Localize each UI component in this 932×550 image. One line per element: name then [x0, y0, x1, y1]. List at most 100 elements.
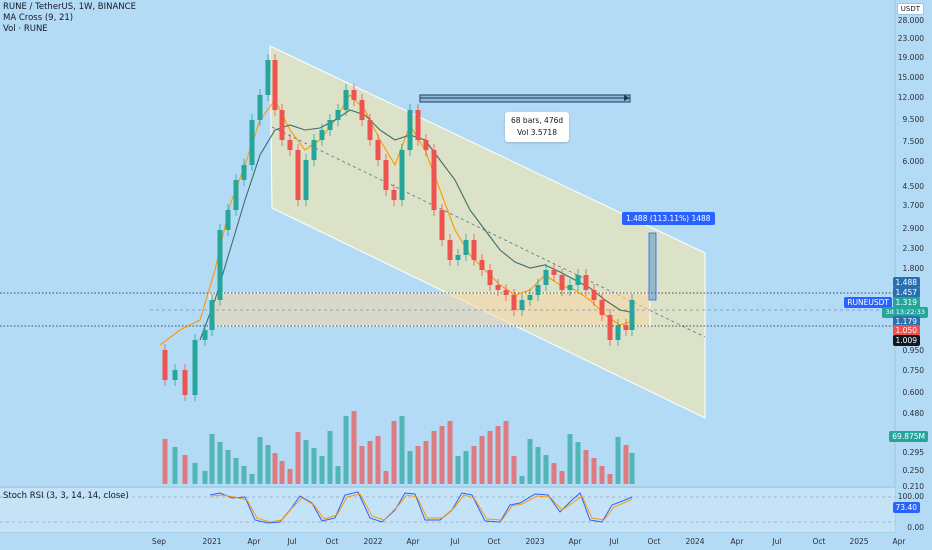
time-axis-label: 2023 — [525, 537, 545, 546]
channel-midline — [271, 126, 706, 338]
ma-fast-line — [159, 94, 631, 346]
candle-body — [447, 240, 453, 260]
last-price-tag: 1.319 — [892, 297, 920, 308]
candle-body — [241, 165, 247, 180]
volume-bar — [287, 469, 293, 484]
candle-body — [399, 150, 405, 200]
candle-body — [543, 270, 549, 285]
time-axis-label: Apr — [406, 537, 420, 546]
volume-bar — [367, 441, 373, 484]
currency-button[interactable]: USDT — [896, 3, 924, 15]
volume-bar — [615, 437, 621, 484]
price-axis-label: 15.000 — [897, 73, 924, 82]
volume-bar — [543, 455, 549, 484]
volume-bar — [583, 450, 589, 484]
price-axis-label: 12.000 — [897, 93, 924, 102]
volume-bar — [303, 440, 309, 484]
price-axis-label: 4.500 — [902, 182, 924, 191]
candle-body — [471, 240, 477, 260]
candle-body — [367, 120, 373, 140]
symbol-legend[interactable]: RUNE / TetherUS, 1W, BINANCE — [3, 2, 136, 12]
candle-body — [551, 270, 557, 275]
time-axis-label: 2024 — [685, 537, 705, 546]
projection-range[interactable] — [648, 232, 657, 301]
ma-legend[interactable]: MA Cross (9, 21) — [3, 13, 74, 23]
candle-body — [455, 255, 461, 260]
price-axis-label: 2.900 — [902, 224, 924, 233]
candle-body — [487, 270, 493, 285]
candle-body — [495, 285, 501, 290]
candle-body — [479, 260, 485, 270]
candle-body — [375, 140, 381, 160]
volume-bar — [319, 456, 325, 484]
stoch-d-line — [211, 493, 633, 523]
volume-bar — [623, 445, 629, 484]
volume-legend[interactable]: Vol · RUNE — [3, 24, 48, 34]
stoch-legend[interactable]: Stoch RSI (3, 3, 14, 14, close) — [3, 491, 129, 501]
price-tag-1457: 1.457 — [892, 287, 920, 298]
candle-body — [287, 140, 293, 150]
volume-bar — [415, 446, 421, 484]
time-axis-label: Oct — [325, 537, 339, 546]
volume-bar — [399, 416, 405, 484]
volume-bar — [209, 434, 215, 484]
price-axis-label: 0.600 — [902, 388, 924, 397]
candle-body — [615, 325, 621, 340]
candle-body — [391, 190, 397, 200]
candle-body — [217, 230, 223, 300]
volume-bar — [241, 466, 247, 484]
measure-vol-text: Vol 3.5718 — [517, 128, 557, 137]
volume-bar — [527, 439, 533, 484]
time-axis-label: Apr — [730, 537, 744, 546]
candle-body — [575, 275, 581, 285]
price-axis-label: 0.250 — [902, 466, 924, 475]
candle-body — [583, 275, 589, 290]
price-axis-label: 19.000 — [897, 53, 924, 62]
time-axis-label: 2021 — [202, 537, 222, 546]
time-axis-label: Sep — [151, 537, 167, 546]
price-axis-label: 3.700 — [902, 201, 924, 210]
range-projection-label: 1.488 (113.11%) 1488 — [622, 212, 715, 225]
price-axis-label: 23.000 — [897, 34, 924, 43]
volume-bar — [559, 471, 565, 484]
volume-bar — [607, 474, 613, 484]
candle-body — [233, 180, 239, 210]
volume-tag: 69.875M — [889, 431, 928, 442]
support-zone[interactable] — [209, 292, 651, 327]
candle-body — [629, 300, 635, 330]
volume-bar — [463, 451, 469, 484]
volume-bar — [479, 436, 485, 484]
candle-body — [519, 300, 525, 310]
candle-body — [272, 60, 278, 110]
volume-bar — [343, 416, 349, 484]
time-axis-label: Apr — [568, 537, 582, 546]
candle-body — [535, 285, 541, 295]
stoch-axis-0: 0.00 — [907, 523, 924, 532]
candle-body — [463, 240, 469, 255]
volume-bar — [439, 426, 445, 484]
volume-bar — [407, 451, 413, 484]
volume-bar — [257, 437, 263, 484]
candle-body — [319, 130, 325, 140]
volume-bar — [519, 476, 525, 484]
price-axis-label: 0.480 — [902, 409, 924, 418]
volume-bar — [311, 448, 317, 484]
volume-bar — [217, 442, 223, 484]
price-axis-label: 0.950 — [902, 346, 924, 355]
volume-bar — [327, 431, 333, 484]
candle-body — [567, 285, 573, 290]
price-tag-1050: 1.050 — [892, 325, 920, 336]
volume-bar — [575, 442, 581, 484]
volume-bar — [249, 474, 255, 484]
volume-bar — [233, 458, 239, 484]
price-axis-label: 2.300 — [902, 244, 924, 253]
candle-body — [343, 90, 349, 110]
stoch-pane — [0, 488, 895, 532]
time-axis-label: Apr — [247, 537, 261, 546]
volume-bar — [455, 456, 461, 484]
volume-bar — [551, 463, 557, 484]
volume-bar — [182, 455, 188, 484]
time-axis-label: 2025 — [849, 537, 869, 546]
